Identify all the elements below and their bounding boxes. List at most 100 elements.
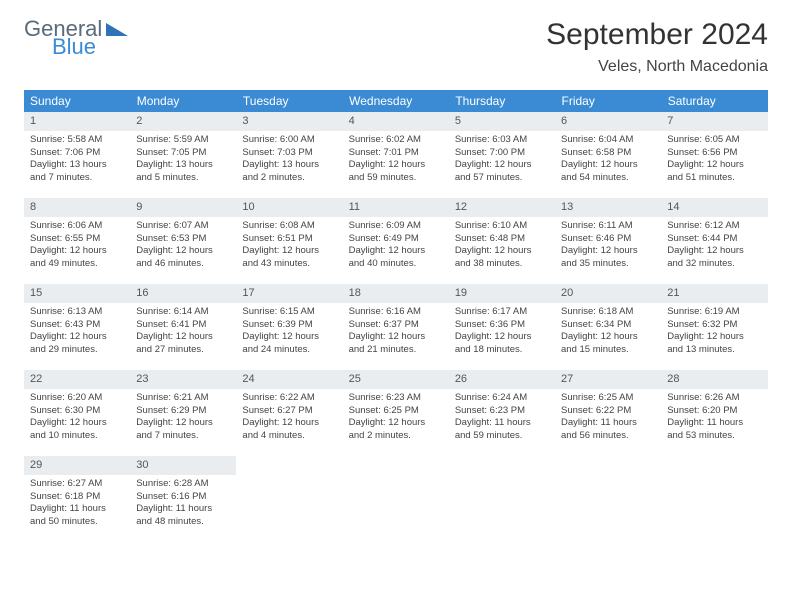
sunrise-text: Sunrise: 6:19 AM <box>667 306 761 319</box>
day-details: Sunrise: 6:09 AMSunset: 6:49 PMDaylight:… <box>343 217 449 277</box>
calendar-day-cell: 22Sunrise: 6:20 AMSunset: 6:30 PMDayligh… <box>24 370 130 456</box>
day-number: 5 <box>449 112 555 131</box>
sunrise-text: Sunrise: 6:17 AM <box>455 306 549 319</box>
sunrise-text: Sunrise: 6:15 AM <box>242 306 336 319</box>
calendar-day-cell: 1Sunrise: 5:58 AMSunset: 7:06 PMDaylight… <box>24 112 130 198</box>
weekday-header: Sunday <box>24 90 130 112</box>
daylight-text: Daylight: 12 hours and 43 minutes. <box>242 245 336 271</box>
sunset-text: Sunset: 7:05 PM <box>136 147 230 160</box>
calendar-day-cell: 3Sunrise: 6:00 AMSunset: 7:03 PMDaylight… <box>236 112 342 198</box>
sunrise-text: Sunrise: 6:26 AM <box>667 392 761 405</box>
daylight-text: Daylight: 12 hours and 18 minutes. <box>455 331 549 357</box>
calendar-header-row: SundayMondayTuesdayWednesdayThursdayFrid… <box>24 90 768 112</box>
calendar-day-cell: 28Sunrise: 6:26 AMSunset: 6:20 PMDayligh… <box>661 370 767 456</box>
weekday-header: Thursday <box>449 90 555 112</box>
calendar-day-cell: 26Sunrise: 6:24 AMSunset: 6:23 PMDayligh… <box>449 370 555 456</box>
daylight-text: Daylight: 11 hours and 56 minutes. <box>561 417 655 443</box>
day-details: Sunrise: 6:21 AMSunset: 6:29 PMDaylight:… <box>130 389 236 449</box>
sunrise-text: Sunrise: 6:24 AM <box>455 392 549 405</box>
day-details: Sunrise: 6:00 AMSunset: 7:03 PMDaylight:… <box>236 131 342 191</box>
day-details: Sunrise: 5:59 AMSunset: 7:05 PMDaylight:… <box>130 131 236 191</box>
calendar-week-row: 29Sunrise: 6:27 AMSunset: 6:18 PMDayligh… <box>24 456 768 542</box>
calendar-body: 1Sunrise: 5:58 AMSunset: 7:06 PMDaylight… <box>24 112 768 542</box>
sunset-text: Sunset: 6:48 PM <box>455 233 549 246</box>
day-details: Sunrise: 6:19 AMSunset: 6:32 PMDaylight:… <box>661 303 767 363</box>
calendar-day-cell: 15Sunrise: 6:13 AMSunset: 6:43 PMDayligh… <box>24 284 130 370</box>
day-number: 2 <box>130 112 236 131</box>
calendar-empty-cell <box>661 456 767 542</box>
weekday-header: Wednesday <box>343 90 449 112</box>
page-header: General Blue September 2024 Veles, North… <box>24 18 768 76</box>
sunrise-text: Sunrise: 6:16 AM <box>349 306 443 319</box>
sunrise-text: Sunrise: 6:18 AM <box>561 306 655 319</box>
day-details: Sunrise: 6:04 AMSunset: 6:58 PMDaylight:… <box>555 131 661 191</box>
logo: General Blue <box>24 18 128 58</box>
calendar-week-row: 22Sunrise: 6:20 AMSunset: 6:30 PMDayligh… <box>24 370 768 456</box>
sunrise-text: Sunrise: 6:00 AM <box>242 134 336 147</box>
daylight-text: Daylight: 12 hours and 13 minutes. <box>667 331 761 357</box>
sunset-text: Sunset: 6:55 PM <box>30 233 124 246</box>
calendar-day-cell: 4Sunrise: 6:02 AMSunset: 7:01 PMDaylight… <box>343 112 449 198</box>
day-number: 7 <box>661 112 767 131</box>
day-details: Sunrise: 6:23 AMSunset: 6:25 PMDaylight:… <box>343 389 449 449</box>
sunset-text: Sunset: 6:30 PM <box>30 405 124 418</box>
sunset-text: Sunset: 6:22 PM <box>561 405 655 418</box>
calendar-day-cell: 18Sunrise: 6:16 AMSunset: 6:37 PMDayligh… <box>343 284 449 370</box>
day-number: 29 <box>24 456 130 475</box>
logo-text-blue: Blue <box>52 36 128 58</box>
sunset-text: Sunset: 6:39 PM <box>242 319 336 332</box>
day-details: Sunrise: 6:08 AMSunset: 6:51 PMDaylight:… <box>236 217 342 277</box>
sunrise-text: Sunrise: 6:12 AM <box>667 220 761 233</box>
sunrise-text: Sunrise: 6:28 AM <box>136 478 230 491</box>
sunrise-text: Sunrise: 6:20 AM <box>30 392 124 405</box>
day-details: Sunrise: 6:16 AMSunset: 6:37 PMDaylight:… <box>343 303 449 363</box>
daylight-text: Daylight: 13 hours and 2 minutes. <box>242 159 336 185</box>
daylight-text: Daylight: 12 hours and 49 minutes. <box>30 245 124 271</box>
day-details: Sunrise: 6:10 AMSunset: 6:48 PMDaylight:… <box>449 217 555 277</box>
sunset-text: Sunset: 6:18 PM <box>30 491 124 504</box>
sunset-text: Sunset: 6:37 PM <box>349 319 443 332</box>
day-details: Sunrise: 6:18 AMSunset: 6:34 PMDaylight:… <box>555 303 661 363</box>
calendar-empty-cell <box>449 456 555 542</box>
day-number: 15 <box>24 284 130 303</box>
title-block: September 2024 Veles, North Macedonia <box>546 18 768 76</box>
sunrise-text: Sunrise: 6:02 AM <box>349 134 443 147</box>
sunrise-text: Sunrise: 6:27 AM <box>30 478 124 491</box>
calendar-day-cell: 17Sunrise: 6:15 AMSunset: 6:39 PMDayligh… <box>236 284 342 370</box>
calendar-day-cell: 16Sunrise: 6:14 AMSunset: 6:41 PMDayligh… <box>130 284 236 370</box>
sunset-text: Sunset: 7:06 PM <box>30 147 124 160</box>
sunset-text: Sunset: 6:43 PM <box>30 319 124 332</box>
daylight-text: Daylight: 12 hours and 2 minutes. <box>349 417 443 443</box>
sunrise-text: Sunrise: 6:25 AM <box>561 392 655 405</box>
calendar-empty-cell <box>555 456 661 542</box>
day-number: 21 <box>661 284 767 303</box>
sunset-text: Sunset: 6:25 PM <box>349 405 443 418</box>
sunset-text: Sunset: 7:00 PM <box>455 147 549 160</box>
sunset-text: Sunset: 6:56 PM <box>667 147 761 160</box>
day-number: 16 <box>130 284 236 303</box>
day-details: Sunrise: 6:22 AMSunset: 6:27 PMDaylight:… <box>236 389 342 449</box>
daylight-text: Daylight: 12 hours and 54 minutes. <box>561 159 655 185</box>
day-details: Sunrise: 5:58 AMSunset: 7:06 PMDaylight:… <box>24 131 130 191</box>
sunset-text: Sunset: 6:16 PM <box>136 491 230 504</box>
day-details: Sunrise: 6:11 AMSunset: 6:46 PMDaylight:… <box>555 217 661 277</box>
weekday-header: Tuesday <box>236 90 342 112</box>
day-number: 18 <box>343 284 449 303</box>
day-details: Sunrise: 6:25 AMSunset: 6:22 PMDaylight:… <box>555 389 661 449</box>
sunrise-text: Sunrise: 6:14 AM <box>136 306 230 319</box>
sunset-text: Sunset: 6:58 PM <box>561 147 655 160</box>
daylight-text: Daylight: 12 hours and 24 minutes. <box>242 331 336 357</box>
month-title: September 2024 <box>546 18 768 52</box>
daylight-text: Daylight: 12 hours and 15 minutes. <box>561 331 655 357</box>
calendar-day-cell: 7Sunrise: 6:05 AMSunset: 6:56 PMDaylight… <box>661 112 767 198</box>
sunset-text: Sunset: 6:27 PM <box>242 405 336 418</box>
daylight-text: Daylight: 11 hours and 53 minutes. <box>667 417 761 443</box>
calendar-day-cell: 30Sunrise: 6:28 AMSunset: 6:16 PMDayligh… <box>130 456 236 542</box>
weekday-header: Friday <box>555 90 661 112</box>
day-number: 20 <box>555 284 661 303</box>
sunrise-text: Sunrise: 6:23 AM <box>349 392 443 405</box>
day-number: 4 <box>343 112 449 131</box>
sunset-text: Sunset: 6:53 PM <box>136 233 230 246</box>
sunrise-text: Sunrise: 5:59 AM <box>136 134 230 147</box>
sunrise-text: Sunrise: 6:21 AM <box>136 392 230 405</box>
